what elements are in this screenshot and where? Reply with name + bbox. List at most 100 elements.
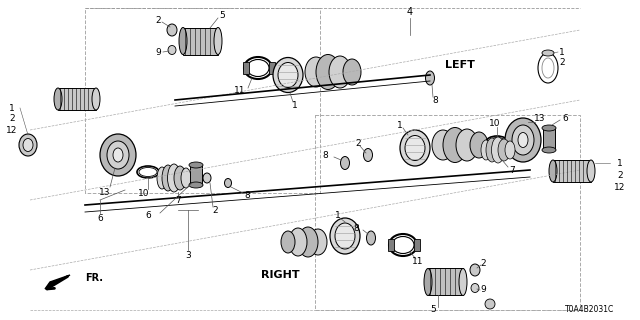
Ellipse shape [189,182,203,188]
Ellipse shape [505,118,541,162]
Ellipse shape [587,160,595,182]
Ellipse shape [174,166,186,190]
Bar [190,165,202,185]
Bar [315,115,580,310]
Ellipse shape [542,125,556,131]
Text: 4: 4 [407,7,413,17]
Bar [85,8,320,193]
Ellipse shape [281,231,295,253]
Ellipse shape [426,71,435,85]
Ellipse shape [225,179,232,188]
Polygon shape [45,275,70,289]
Ellipse shape [100,134,136,176]
Text: LEFT: LEFT [445,60,475,70]
Text: 6: 6 [145,211,151,220]
Bar [243,62,249,74]
Text: 8: 8 [432,95,438,105]
Ellipse shape [289,228,307,256]
Bar [428,268,463,295]
Ellipse shape [92,88,100,110]
Text: 8: 8 [322,150,328,159]
Text: FR.: FR. [85,273,103,283]
Text: 6: 6 [562,114,568,123]
Ellipse shape [486,138,498,162]
Bar [543,128,555,150]
Text: 12: 12 [614,182,626,191]
Ellipse shape [168,45,176,54]
Ellipse shape [456,129,478,161]
Ellipse shape [273,58,303,92]
Bar [388,239,394,251]
Ellipse shape [505,141,515,159]
Text: 2: 2 [212,205,218,214]
Text: 7: 7 [509,165,515,174]
Ellipse shape [343,59,361,85]
Text: 2: 2 [9,114,15,123]
Text: 10: 10 [489,118,500,127]
Ellipse shape [443,127,467,163]
Text: 10: 10 [138,188,150,197]
Text: 2: 2 [559,58,565,67]
Bar [553,160,591,182]
Ellipse shape [481,140,491,160]
Ellipse shape [309,229,327,255]
Text: RIGHT: RIGHT [260,270,300,280]
Ellipse shape [214,28,222,54]
Text: 13: 13 [99,188,111,196]
Ellipse shape [316,54,340,90]
Text: 1: 1 [559,47,565,57]
Ellipse shape [400,130,430,166]
Ellipse shape [335,223,355,249]
Text: 8: 8 [244,190,250,199]
Ellipse shape [470,132,488,158]
Text: 1: 1 [292,100,298,109]
Ellipse shape [329,56,351,88]
Ellipse shape [498,139,510,161]
Text: 13: 13 [534,114,546,123]
Ellipse shape [549,160,557,182]
Text: 1: 1 [335,211,341,220]
Text: 5: 5 [430,306,436,315]
Text: 9: 9 [480,285,486,294]
Ellipse shape [485,299,495,309]
Ellipse shape [364,148,372,162]
Text: 1: 1 [9,103,15,113]
Ellipse shape [518,132,528,148]
Ellipse shape [471,284,479,292]
Ellipse shape [179,28,187,54]
Text: 2: 2 [355,139,361,148]
Ellipse shape [157,167,167,189]
Ellipse shape [113,148,123,162]
Text: 2: 2 [480,259,486,268]
Ellipse shape [542,147,556,153]
Ellipse shape [367,231,376,245]
Ellipse shape [19,134,37,156]
Text: 11: 11 [234,85,246,94]
Text: 1: 1 [617,158,623,167]
Text: 12: 12 [6,125,18,134]
Bar [183,28,218,55]
Text: 2: 2 [617,171,623,180]
Ellipse shape [330,218,360,254]
Ellipse shape [298,227,318,257]
Text: 7: 7 [175,196,181,204]
Ellipse shape [305,57,327,87]
Ellipse shape [459,268,467,295]
Text: 3: 3 [185,251,191,260]
Ellipse shape [492,137,504,163]
Ellipse shape [278,62,298,87]
Text: 9: 9 [155,47,161,57]
Bar [414,239,420,251]
Ellipse shape [405,135,425,161]
Ellipse shape [512,125,534,155]
Ellipse shape [181,168,191,188]
Ellipse shape [167,24,177,36]
Text: 6: 6 [97,213,103,222]
Text: 11: 11 [412,258,424,267]
Text: 8: 8 [353,223,359,233]
Ellipse shape [203,173,211,183]
Ellipse shape [470,264,480,276]
Ellipse shape [424,268,432,295]
Text: 5: 5 [219,11,225,20]
Ellipse shape [542,50,554,56]
